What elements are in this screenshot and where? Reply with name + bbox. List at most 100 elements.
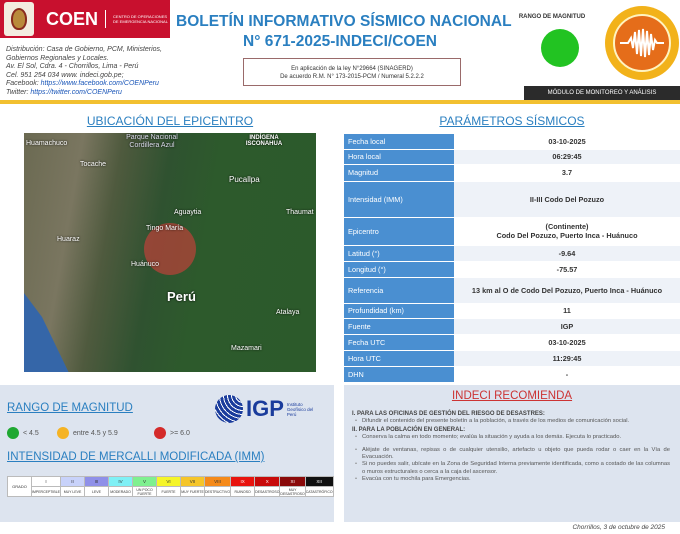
map-label: Huaraz <box>57 236 80 243</box>
parameter-row: Longitud (°) -75.57 <box>344 261 680 278</box>
map-label: Atalaya <box>276 309 300 316</box>
parameter-value: IGP <box>560 321 574 331</box>
mercalli-desc: IMPERCEPTIBLE <box>30 486 62 497</box>
dist-line: Distribución: Casa de Gobierno, PCM, Min… <box>6 46 163 53</box>
parameter-value-cell: 3.7 <box>454 164 680 182</box>
parameter-value: - <box>565 369 569 379</box>
coen-shield-icon <box>4 2 34 36</box>
legend-panel: RANGO DE MAGNITUD < 4.5 entre 4.5 y 5.9 … <box>0 385 334 522</box>
mercalli-table: GRADO I II III IV V VI VII VIII IX X XI XII IMPERCEP… <box>7 476 334 497</box>
parameter-value-cell: II-III Codo Del Pozuzo <box>454 181 680 218</box>
parameter-row: Magnitud 3.7 <box>344 164 680 182</box>
parameter-value-cell: 03-10-2025 <box>454 334 680 351</box>
facebook-label: Facebook: <box>6 80 41 88</box>
parameter-value-cell: 11:29:45 <box>454 350 680 367</box>
map-label: Aguaytia <box>174 209 202 216</box>
distribution-info: Distribución: Casa de Gobierno, PCM, Min… <box>6 46 162 98</box>
facebook-link[interactable]: https://www.facebook.com/COENPeru <box>40 80 159 88</box>
parameter-row: Latitud (°) -9.64 <box>344 245 680 262</box>
parameter-value: 11 <box>563 306 571 315</box>
mercalli-desc: MUY FUERTE <box>180 486 206 497</box>
section-heading: I. PARA LAS OFICINAS DE GESTIÓN DEL RIES… <box>352 411 545 417</box>
parameter-key: Hora local <box>344 149 454 165</box>
parameter-value: 13 km al O de Codo Del Pozuzo, Puerto In… <box>471 285 663 295</box>
yellow-dot-icon <box>57 427 69 439</box>
map-label: Huamachuco <box>26 140 68 147</box>
module-banner: MÓDULO DE MONITOREO Y ANÁLISIS <box>524 86 680 100</box>
law-line: De acuerdo R.M. N° 173-2015-PCM / Numera… <box>280 74 424 80</box>
mercalli-desc: FUERTE <box>156 486 182 497</box>
seismic-seal-icon <box>605 6 679 80</box>
igp-logo: IGP Instituto Geofísico del Perú <box>215 395 327 423</box>
mercalli-grade: XI <box>279 476 306 487</box>
parameter-value: Codo Del Pozuzo, Puerto Inca - Huánuco <box>496 231 638 240</box>
mercalli-desc: UN POCO FUERTE <box>132 486 158 497</box>
logo-brand: COEN <box>46 8 99 29</box>
parameter-value-cell: 11 <box>454 303 680 319</box>
red-dot-icon <box>154 427 166 439</box>
dist-line: Av. El Sol, Cdra. 4 - Chorrillos, Lima -… <box>6 63 139 71</box>
parameter-row: Referencia 13 km al O de Codo Del Pozuzo,… <box>344 277 680 304</box>
parameter-key: Intensidad (IMM) <box>344 181 454 218</box>
legend-item: < 4.5 <box>7 427 39 439</box>
mercalli-title: INTENSIDAD DE MERCALLI MODIFICADA (IMM) <box>7 451 265 463</box>
mercalli-grade: X <box>254 476 281 487</box>
recommendation-item: Conserva la calma en todo momento; evalú… <box>355 434 670 442</box>
parameter-key: Latitud (°) <box>344 245 454 262</box>
twitter-label: Twitter: <box>6 88 31 96</box>
recommendations: I. PARA LAS OFICINAS DE GESTIÓN DEL RIES… <box>352 410 670 484</box>
mercalli-grade: II <box>60 476 86 487</box>
igp-name: IGP <box>246 396 284 421</box>
dist-line: Gobiernos Regionales y Locales. <box>6 54 109 62</box>
map-label: Pucallpa <box>229 175 260 184</box>
mercalli-grade: VI <box>156 476 182 487</box>
map-label: INDÍGENA ISCONAHUA <box>245 135 283 147</box>
epicenter-map[interactable]: Huamachuco Parque Nacional Cordillera Az… <box>24 133 316 372</box>
parameter-value: 06:29:45 <box>552 152 582 161</box>
parameter-value: 11:29:45 <box>552 353 582 363</box>
parameter-row: Fecha local 03-10-2025 <box>344 134 680 150</box>
mercalli-grade: IX <box>230 476 256 487</box>
mercalli-desc: CATASTRÓFICO <box>304 486 334 497</box>
parameter-value-cell: - <box>454 366 680 383</box>
recommendation-item: Evacúa con tu mochila para Emergencias. <box>355 476 670 484</box>
parameter-value-cell: 06:29:45 <box>454 149 680 165</box>
law-line: En aplicación de la ley N°29664 (SINAGER… <box>291 66 413 72</box>
map-label: Huánuco <box>131 261 160 268</box>
parameter-key: Longitud (°) <box>344 261 454 278</box>
green-dot-icon <box>7 427 19 439</box>
bulletin-number: N° 671-2025-INDECI/COEN <box>243 33 437 50</box>
twitter-link[interactable]: https://twitter.com/COENPeru <box>30 88 122 96</box>
recommendation-item: Si no puedes salir, ubícate en la Zona d… <box>355 461 670 476</box>
parameters-title: PARÁMETROS SÍSMICOS <box>439 114 585 128</box>
parameter-value: (Continente) <box>545 222 589 231</box>
parameter-row: Epicentro (Continente) Codo Del Pozuzo, Pu… <box>344 217 680 246</box>
mercalli-grade: I <box>30 476 62 487</box>
mercalli-grade: VII <box>180 476 206 487</box>
recommendation-item: Difundir el contenido del presente bolet… <box>355 418 670 426</box>
parameter-key: Magnitud <box>344 164 454 182</box>
parameter-value-cell: IGP <box>454 318 680 335</box>
mercalli-desc: MODERADO <box>108 486 134 497</box>
legend-label: >= 6.0 <box>170 429 190 437</box>
parameter-key: Fecha UTC <box>344 334 454 351</box>
mercalli-grade: VIII <box>204 476 232 487</box>
divider <box>0 100 680 104</box>
parameter-key: Fuente <box>344 318 454 335</box>
parameter-row: Fecha UTC 03-10-2025 <box>344 334 680 351</box>
legend-label: entre 4.5 y 5.9 <box>73 429 118 437</box>
map-label: Parque Nacional Cordillera Azul <box>126 134 178 149</box>
parameter-value-cell: -9.64 <box>454 245 680 262</box>
parameter-row: DHN - <box>344 366 680 383</box>
footer-date: Chorrillos, 3 de octubre de 2025 <box>572 524 665 531</box>
title-line: BOLETÍN INFORMATIVO SÍSMICO NACIONAL <box>176 13 512 30</box>
magnitude-legend-title: RANGO DE MAGNITUD <box>7 402 133 414</box>
parameter-value-cell: (Continente) Codo Del Pozuzo, Puerto Inca… <box>454 217 680 246</box>
page-title: BOLETÍN INFORMATIVO SÍSMICO NACIONAL N° … <box>176 12 512 52</box>
parameter-value: 03-10-2025 <box>548 337 586 347</box>
recommendations-title: INDECI RECOMIENDA <box>451 390 573 402</box>
parameter-value-cell: -75.57 <box>454 261 680 278</box>
logo-subtitle: CENTRO DE OPERACIONES DE EMERGENCIA NACI… <box>113 14 168 24</box>
coen-logo: COEN CENTRO DE OPERACIONES DE EMERGENCIA… <box>0 0 170 38</box>
parameter-row: Intensidad (IMM) II-III Codo Del Pozuzo <box>344 181 680 218</box>
